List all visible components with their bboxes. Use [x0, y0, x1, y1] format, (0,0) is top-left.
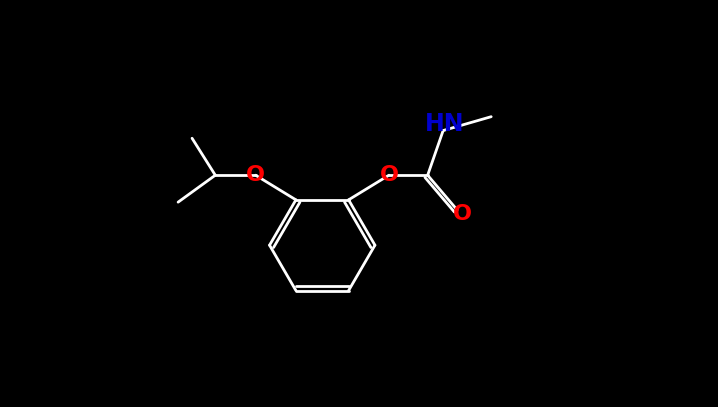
Text: O: O: [453, 204, 472, 224]
Text: HN: HN: [425, 112, 465, 136]
Text: O: O: [246, 165, 265, 185]
Text: O: O: [379, 165, 398, 185]
